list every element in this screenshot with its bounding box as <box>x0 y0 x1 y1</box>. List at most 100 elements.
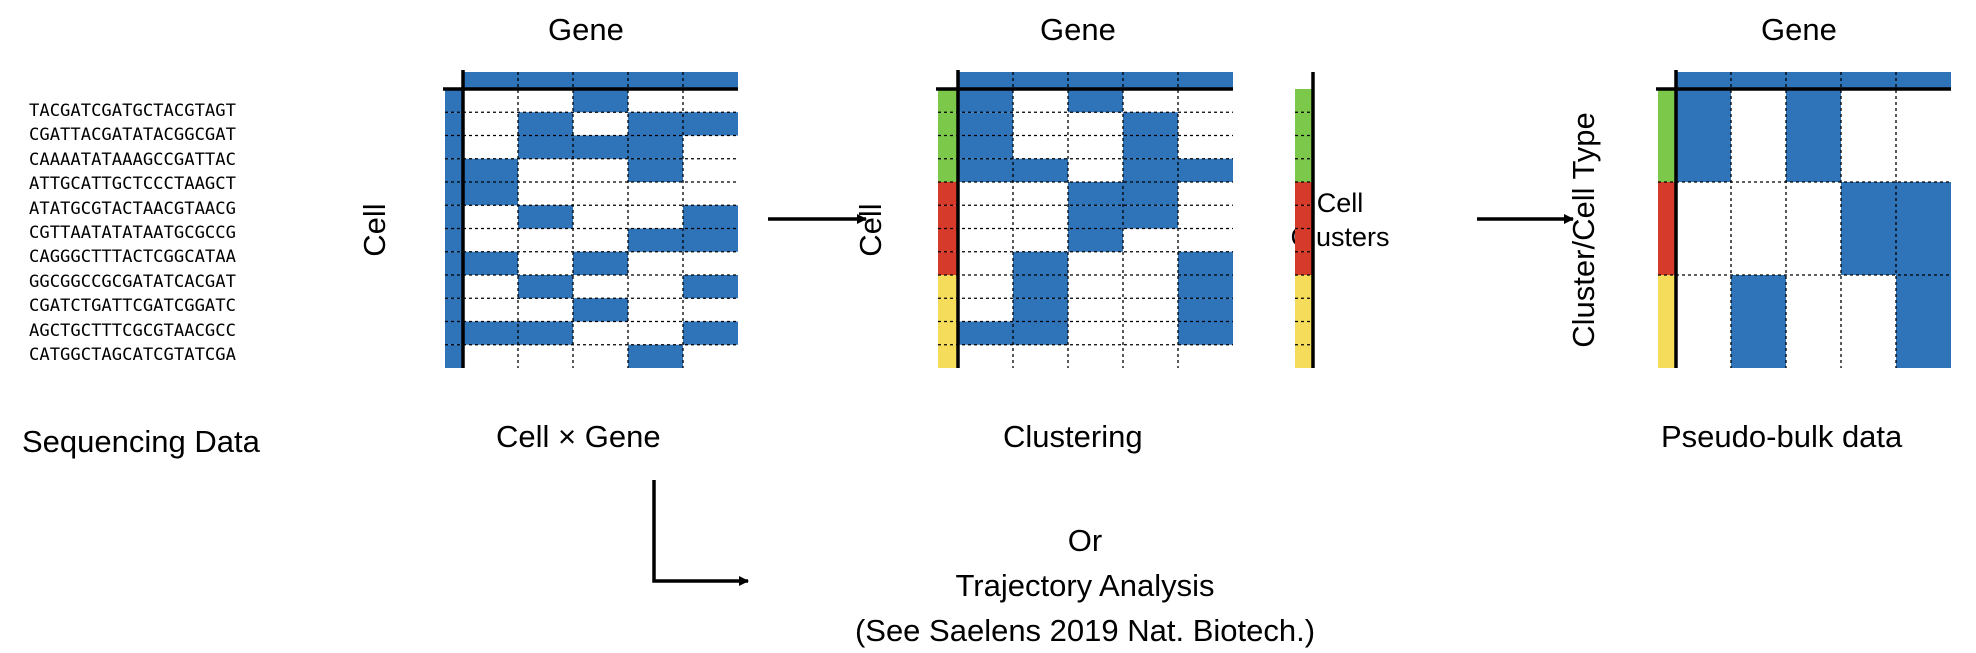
row-color-bar-cell <box>938 112 958 136</box>
matrix-cell <box>1676 89 1731 182</box>
row-color-bar-cell <box>938 298 958 322</box>
gene-header-stripe <box>463 72 738 89</box>
matrix-cell <box>628 344 683 368</box>
matrix-cell <box>1068 205 1123 229</box>
row-color-bar-cell <box>445 298 463 322</box>
cell-clusters-label-line1: Cell <box>1316 188 1364 218</box>
cluster-color-bar <box>1295 72 1315 368</box>
matrix-cell <box>683 321 738 345</box>
sequencing-caption: Sequencing Data <box>22 424 260 459</box>
matrix-cell <box>1786 89 1841 182</box>
matrix2-caption: Clustering <box>1003 419 1143 454</box>
row-color-bar-cell <box>938 89 958 113</box>
sequence-line: CAAAATATAAAGCCGATTAC <box>29 149 236 170</box>
matrix-cell <box>463 182 518 206</box>
sequence-block: TACGATCGATGCTACGTAGT CGATTACGATATACGGCGAT… <box>29 99 236 367</box>
matrix-cell <box>463 158 518 182</box>
matrix-cell <box>958 158 1013 182</box>
matrix-cell <box>683 112 738 136</box>
cluster-bar-cell <box>1295 89 1313 113</box>
matrix-cell <box>1178 158 1233 182</box>
cluster-bar-cell <box>1295 344 1313 368</box>
cluster-bar-cell <box>1295 228 1313 252</box>
gene-header-stripe <box>958 72 1233 89</box>
row-color-bar-cell <box>1658 275 1676 368</box>
row-color-bar-cell <box>445 112 463 136</box>
cluster-bar-cell <box>1295 205 1313 229</box>
matrix3-gene-label: Gene <box>1761 12 1837 47</box>
matrix-cell <box>1178 251 1233 275</box>
matrix-cell <box>463 251 518 275</box>
matrix-cell <box>1013 251 1068 275</box>
matrix-cell <box>683 275 738 299</box>
row-color-bar-cell <box>938 321 958 345</box>
row-color-bar-cell <box>938 251 958 275</box>
matrix-cell <box>573 298 628 322</box>
matrix-cell <box>518 135 573 159</box>
sequence-line: ATATGCGTACTAACGTAACG <box>29 198 236 219</box>
sequence-line: TACGATCGATGCTACGTAGT <box>29 101 236 121</box>
matrix-cell <box>1068 89 1123 113</box>
matrix-cell <box>518 275 573 299</box>
cluster-bar-cell <box>1295 135 1313 159</box>
matrix-cell <box>1123 158 1178 182</box>
sequence-line: CGATTACGATATACGGCGAT <box>29 125 236 146</box>
cluster-bar-cell <box>1295 298 1313 322</box>
matrix-cell <box>1178 321 1233 345</box>
row-color-bar-cell <box>445 89 463 113</box>
sequence-line: AGCTGCTTTCGCGTAACGCC <box>29 320 236 341</box>
row-color-bar-cell <box>938 158 958 182</box>
alternative-reference: (See Saelens 2019 Nat. Biotech.) <box>854 613 1316 648</box>
sequence-line: CATGGCTAGCATCGTATCGA <box>29 345 236 366</box>
row-color-bar-cell <box>938 182 958 206</box>
matrix1-gene-label: Gene <box>548 12 624 47</box>
matrix-cell <box>628 158 683 182</box>
matrix-cell <box>1123 112 1178 136</box>
matrix-cell <box>1013 298 1068 322</box>
row-color-bar-cell <box>445 135 463 159</box>
matrix-cell <box>683 228 738 252</box>
matrix2-grid <box>936 70 1233 368</box>
row-color-bar-cell <box>938 344 958 368</box>
matrix-cell <box>628 135 683 159</box>
row-color-bar-cell <box>445 251 463 275</box>
matrix-cell <box>628 228 683 252</box>
matrix-cell <box>1068 228 1123 252</box>
matrix-cell <box>1123 205 1178 229</box>
matrix-cell <box>518 112 573 136</box>
matrix-cell <box>1178 298 1233 322</box>
matrix-cell <box>573 251 628 275</box>
matrix-cell <box>518 321 573 345</box>
row-color-bar-cell <box>445 182 463 206</box>
matrix-cell <box>958 112 1013 136</box>
row-color-bar-cell <box>938 205 958 229</box>
matrix-cell <box>1068 182 1123 206</box>
cluster-bar-cell <box>1295 112 1313 136</box>
cluster-bar-cell <box>1295 321 1313 345</box>
matrix1-grid <box>443 70 738 368</box>
matrix-cell <box>958 135 1013 159</box>
row-color-bar-cell <box>445 321 463 345</box>
arrow-to-trajectory <box>652 480 749 586</box>
sequence-line: CGATCTGATTCGATCGGATC <box>29 296 236 317</box>
matrix-cell <box>1013 275 1068 299</box>
matrix-cell <box>573 89 628 113</box>
matrix-cell <box>1123 135 1178 159</box>
cluster-bar-cell <box>1295 251 1313 275</box>
matrix-cell <box>463 321 518 345</box>
matrix-cell <box>1013 158 1068 182</box>
row-color-bar-cell <box>938 135 958 159</box>
matrix-cell <box>1178 275 1233 299</box>
matrix3-grid <box>1656 70 1951 368</box>
matrix-cell <box>683 205 738 229</box>
matrix-cell <box>958 89 1013 113</box>
gene-header-stripe <box>1676 72 1951 89</box>
matrix-cell <box>958 321 1013 345</box>
row-color-bar-cell <box>938 228 958 252</box>
alternative-trajectory: Trajectory Analysis <box>955 568 1215 603</box>
matrix-cell <box>573 135 628 159</box>
row-color-bar-cell <box>445 158 463 182</box>
matrix-cell <box>1123 182 1178 206</box>
row-color-bar-cell <box>445 205 463 229</box>
matrix-cell <box>1013 321 1068 345</box>
